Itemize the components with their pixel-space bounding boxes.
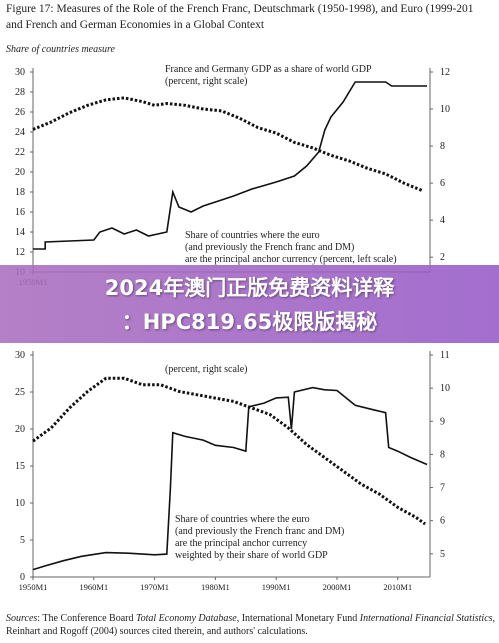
annotation: Share of countries where the euro [185,230,320,241]
banner: 2024年澳门正版免费资料详释 ：HPC819.65极限版揭秘 [0,265,499,343]
y2-tick-label: 6 [440,516,445,527]
y2-tick-label: 7 [440,483,445,494]
source-text: , International Monetary Fund [236,613,360,624]
y2-tick-label: 2 [440,252,445,263]
y-tick-label: 10 [15,498,25,509]
y-tick-label: 25 [15,387,25,398]
y-tick-label: 18 [15,187,25,198]
annotation: are the principal anchor currency (perce… [185,254,397,265]
x-tick-label: 1990M1 [262,582,291,592]
y-tick-label: 22 [15,147,25,158]
y2-tick-label: 10 [440,383,450,394]
y-tick-label: 16 [15,207,25,218]
x-tick-label: 1950M1 [19,582,48,592]
subtitle: Share of countries measure [6,44,116,55]
line [32,386,428,571]
banner-line: ：HPC819.65极限版揭秘 [121,310,378,334]
annotation: (percent, right scale) [165,76,247,87]
y-tick-label: 30 [15,350,25,361]
annotation: (and previously the French franc and DM) [185,242,354,253]
source-text: Sources [6,613,38,624]
annotation: weighted by their share of world GDP [175,550,328,561]
y2-tick-label: 8 [440,141,445,152]
x-tick-label: 1980M1 [201,582,230,592]
y2-tick-label: 9 [440,416,445,427]
y-tick-label: 26 [15,107,25,118]
y-tick-label: 15 [15,461,25,472]
title-line: Figure 17: Measures of the Role of the F… [6,3,474,15]
line [33,81,427,250]
annotation: France and Germany GDP as a share of wor… [165,64,372,75]
y-tick-label: 24 [15,127,25,138]
y2-tick-label: 4 [440,215,445,226]
y-tick-label: 0 [20,572,25,583]
y-tick-label: 14 [15,227,25,238]
source-text: , Reinhart and Rogoff (2004) sources cit… [6,613,496,637]
sources: Sources: The Conference Board Total Econ… [6,612,496,638]
y-tick-label: 28 [15,87,25,98]
y-tick-label: 20 [15,167,25,178]
y-tick-label: 5 [20,535,25,546]
title-line: and French and German Economies in a Glo… [6,19,265,31]
source-text: Total Economy Database [135,613,237,624]
x-tick-label: 1970M1 [140,582,169,592]
y2-tick-label: 11 [440,350,450,361]
y2-tick-label: 12 [440,67,450,78]
y2-tick-label: 8 [440,449,445,460]
y2-tick-label: 6 [440,178,445,189]
y2-tick-label: 5 [440,549,445,560]
y-tick-label: 20 [15,424,25,435]
x-tick-label: 2000M1 [323,582,352,592]
annotation: are the principal anchor currency [175,538,307,549]
dotted-line [32,96,423,192]
annotation: (percent, right scale) [165,364,247,375]
source-text: : The Conference Board [37,613,136,624]
source-text: International Financial Statistics [359,613,493,624]
annotation: (and previously the French franc and DM) [175,526,344,537]
dotted-line [32,376,426,526]
y-tick-label: 12 [15,247,25,258]
x-tick-label: 2010M1 [383,582,412,592]
x-tick-label: 1960M1 [79,582,108,592]
annotation: Share of countries where the euro [175,514,310,525]
y-tick-label: 30 [15,67,25,78]
banner-line: 2024年澳门正版免费资料详释 [104,276,395,300]
y2-tick-label: 10 [440,104,450,115]
